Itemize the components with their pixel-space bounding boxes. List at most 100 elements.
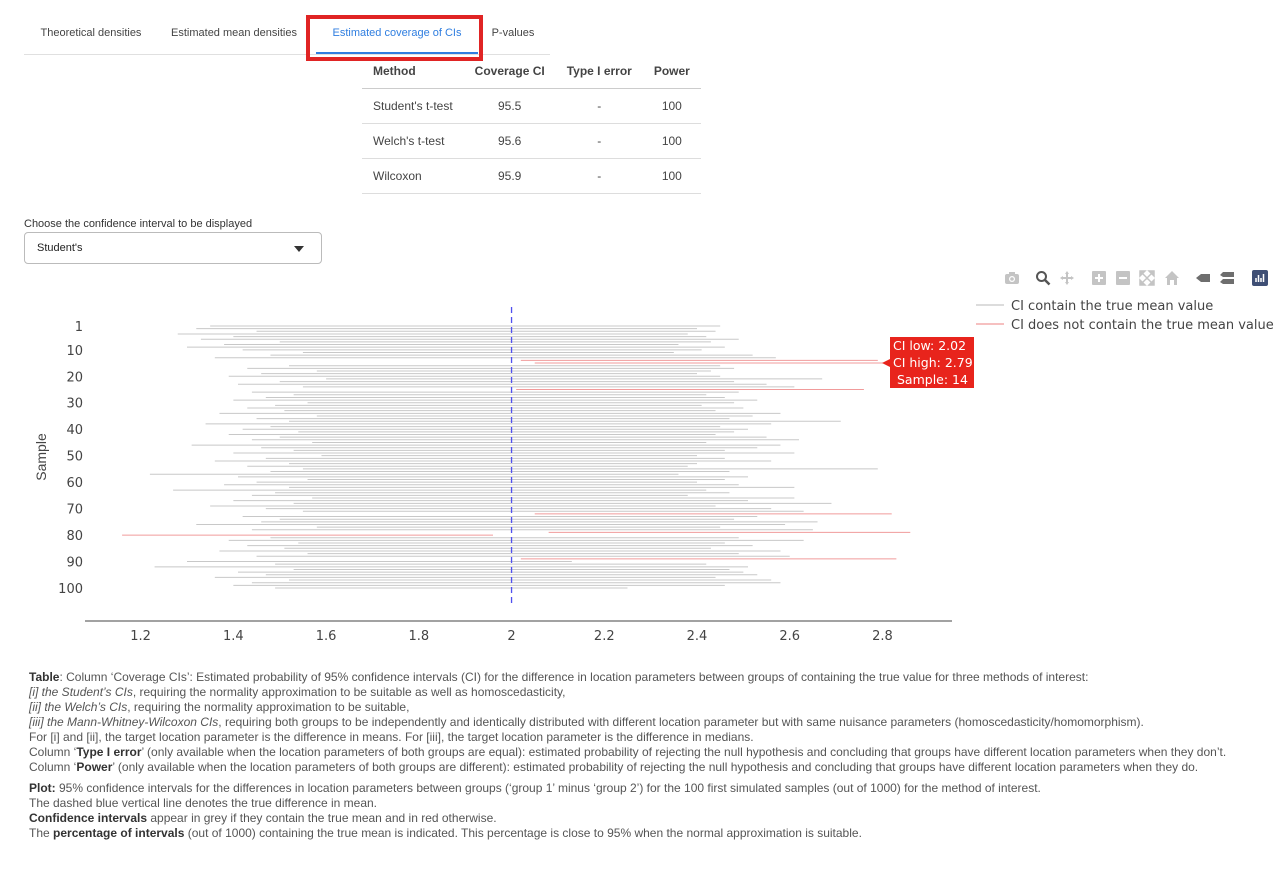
table-cell: Wilcoxon xyxy=(362,158,464,194)
table-header: Method xyxy=(362,54,464,89)
plotly-logo-icon[interactable] xyxy=(1252,270,1268,286)
caption-type1-label: Type I error xyxy=(76,745,142,759)
tooltip-box xyxy=(882,337,974,388)
table-cell: 100 xyxy=(642,88,701,124)
zoom-in-icon[interactable] xyxy=(1091,270,1107,286)
x-tick-label: 2.2 xyxy=(594,629,615,644)
table-cell: - xyxy=(555,158,643,194)
table-cell: 100 xyxy=(642,158,701,194)
caption-type1-para: Column ‘Type I error’ (only available wh… xyxy=(29,745,1279,760)
results-table: Method Coverage CI Type I error Power St… xyxy=(362,54,701,194)
y-tick-label: 1 xyxy=(75,320,83,335)
pan-icon[interactable] xyxy=(1059,270,1075,286)
tab-estimated-mean-densities[interactable]: Estimated mean densities xyxy=(171,27,297,39)
tab-estimated-coverage[interactable]: Estimated coverage of CIs xyxy=(316,12,478,54)
x-tick-label: 1.8 xyxy=(408,629,429,644)
table-header: Power xyxy=(642,54,701,89)
table-cell: 95.9 xyxy=(463,158,556,194)
hover-compare-icon[interactable] xyxy=(1219,270,1235,286)
table-row: Welch's t-test 95.6 - 100 xyxy=(362,123,701,159)
caption-table-text: : Column ‘Coverage CIs’: Estimated proba… xyxy=(59,670,1089,684)
x-tick-label: 1.4 xyxy=(223,629,244,644)
home-icon[interactable] xyxy=(1164,270,1180,286)
caption-power-para: Column ‘Power’ (only available when the … xyxy=(29,760,1279,775)
caption-student-em: [i] the Student’s CIs xyxy=(29,685,133,699)
table-cell: - xyxy=(555,88,643,124)
table-header: Type I error xyxy=(555,54,643,89)
caption-dashed-line: The dashed blue vertical line denotes th… xyxy=(29,796,377,810)
legend-label-miss: CI does not contain the true mean value xyxy=(1011,318,1274,333)
zoom-icon[interactable] xyxy=(1035,270,1051,286)
caption-params-line: For [i] and [ii], the target location pa… xyxy=(29,730,754,744)
caption-type1-text: ’ (only available when the location para… xyxy=(141,745,1227,759)
caption-power-label: Power xyxy=(76,760,113,774)
caption-welch-text: , requiring the normality approximation … xyxy=(127,700,410,714)
caption: Table: Column ‘Coverage CIs’: Estimated … xyxy=(29,670,1279,841)
autoscale-icon[interactable] xyxy=(1139,270,1155,286)
ci-method-select[interactable]: Student's xyxy=(24,232,322,264)
caption-ci-para: Confidence intervals appear in grey if t… xyxy=(29,811,1279,826)
chevron-down-icon xyxy=(294,246,304,252)
hover-tooltip: CI low: 2.02 CI high: 2.79 Sample: 14 xyxy=(882,337,974,388)
legend-label-ok: CI contain the true mean value xyxy=(1011,299,1213,314)
table-cell: 100 xyxy=(642,123,701,159)
ci-plot[interactable]: 1.2 1.4 1.6 1.8 2 2.2 2.4 2.6 2.8 1 10 20 30 40 50 60 7… xyxy=(0,290,1284,650)
table-row: Student's t-test 95.5 - 100 xyxy=(362,88,701,124)
caption-welch-line: [ii] the Welch’s CIs, requiring the norm… xyxy=(29,700,1279,715)
caption-wilcoxon-line: [iii] the Mann-Whitney-Wilcoxon CIs, req… xyxy=(29,715,1279,730)
caption-table-para: Table: Column ‘Coverage CIs’: Estimated … xyxy=(29,670,1279,685)
table-cell: Welch's t-test xyxy=(362,123,464,159)
table-cell: - xyxy=(555,123,643,159)
caption-ci-label: Confidence intervals xyxy=(29,811,148,825)
caption-power-text: ’ (only available when the location para… xyxy=(112,760,1199,774)
x-tick-label: 1.2 xyxy=(130,629,151,644)
y-tick-label: 80 xyxy=(66,529,83,544)
caption-pct-pre: The xyxy=(29,826,54,840)
camera-icon[interactable] xyxy=(1004,270,1020,286)
table-header: Coverage CI xyxy=(463,54,556,89)
y-tick-label: 70 xyxy=(66,503,83,518)
tooltip-sample: Sample: 14 xyxy=(897,372,968,387)
tab-bar: Theoretical densities Estimated mean den… xyxy=(24,12,550,55)
y-tick-label: 50 xyxy=(66,450,83,465)
table-cell: 95.5 xyxy=(463,88,556,124)
ci-select-label: Choose the confidence interval to be dis… xyxy=(24,218,253,230)
caption-plot-text: 95% confidence intervals for the differe… xyxy=(55,781,1041,795)
x-tick-label: 2 xyxy=(507,629,515,644)
caption-type1-pre: Column ‘ xyxy=(29,745,77,759)
x-tick-label: 2.8 xyxy=(872,629,893,644)
y-tick-label: 90 xyxy=(66,556,83,571)
y-axis-title: Sample xyxy=(33,433,49,481)
y-tick-label: 40 xyxy=(66,423,83,438)
tab-theoretical-densities[interactable]: Theoretical densities xyxy=(40,27,142,39)
caption-welch-em: [ii] the Welch’s CIs xyxy=(29,700,128,714)
tooltip-ci-high: CI high: 2.79 xyxy=(893,355,973,370)
x-tick-label: 1.6 xyxy=(316,629,337,644)
y-tick-label: 10 xyxy=(66,344,83,359)
y-tick-label: 100 xyxy=(58,582,83,597)
caption-pct-text: (out of 1000) containing the true mean i… xyxy=(184,826,862,840)
zoom-out-icon[interactable] xyxy=(1115,270,1131,286)
caption-student-text: , requiring the normality approximation … xyxy=(132,685,566,699)
table-cell: Student's t-test xyxy=(362,88,464,124)
x-tick-label: 2.4 xyxy=(687,629,708,644)
y-tick-label: 20 xyxy=(66,370,83,385)
y-tick-label: 30 xyxy=(66,397,83,412)
hover-closest-icon[interactable] xyxy=(1195,270,1211,286)
caption-plot-para: Plot: 95% confidence intervals for the d… xyxy=(29,781,1279,796)
legend: CI contain the true mean value CI does n… xyxy=(976,299,1274,333)
caption-wilcoxon-text: , requiring both groups to be independen… xyxy=(218,715,1144,729)
caption-pct-label: percentage of intervals xyxy=(53,826,185,840)
tab-p-values[interactable]: P-values xyxy=(491,27,535,39)
caption-pct-para: The percentage of intervals (out of 1000… xyxy=(29,826,1279,841)
caption-ci-text: appear in grey if they contain the true … xyxy=(147,811,497,825)
caption-plot-label: Plot: xyxy=(29,781,56,795)
caption-power-pre: Column ‘ xyxy=(29,760,77,774)
y-tick-label: 60 xyxy=(66,476,83,491)
tooltip-ci-low: CI low: 2.02 xyxy=(893,338,966,353)
x-tick-label: 2.6 xyxy=(779,629,800,644)
caption-student-line: [i] the Student’s CIs, requiring the nor… xyxy=(29,685,1279,700)
table-row: Wilcoxon 95.9 - 100 xyxy=(362,158,701,194)
caption-wilcoxon-em: [iii] the Mann-Whitney-Wilcoxon CIs xyxy=(29,715,219,729)
caption-table-label: Table xyxy=(29,670,60,684)
